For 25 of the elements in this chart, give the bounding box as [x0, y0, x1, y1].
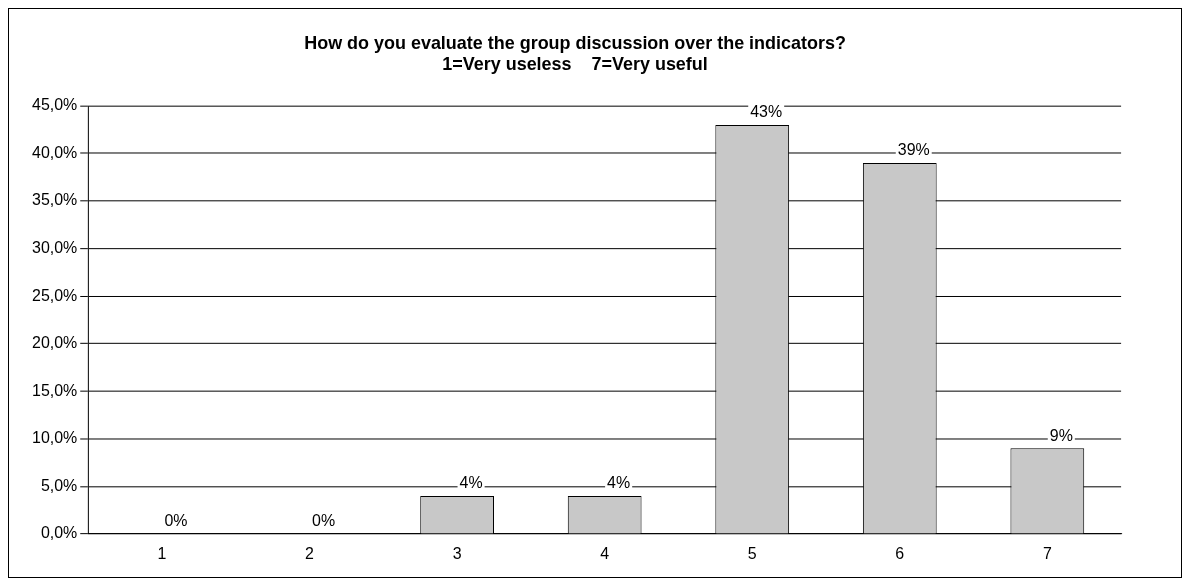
- y-tick-label: 0,0%: [40, 524, 78, 542]
- data-label: 0%: [164, 512, 188, 530]
- data-label: 0%: [312, 512, 336, 530]
- x-tick-label: 7: [1042, 544, 1052, 562]
- chart-title: How do you evaluate the group discussion over the indicators? 1=Very useless 7=Very useful: [304, 32, 846, 75]
- y-tick-label: 10,0%: [32, 429, 78, 447]
- data-label: 4%: [459, 474, 483, 492]
- x-tick-label: 6: [895, 544, 905, 562]
- y-tick-label: 45,0%: [32, 96, 78, 114]
- y-tick-label: 25,0%: [32, 286, 78, 304]
- x-tick-label: 2: [305, 544, 315, 562]
- y-tick-label: 40,0%: [32, 143, 78, 161]
- y-tick-label: 30,0%: [32, 238, 78, 256]
- y-tick-label: 20,0%: [32, 334, 78, 352]
- x-tick-label: 1: [157, 544, 167, 562]
- x-tick-label: 4: [600, 544, 610, 562]
- y-tick-label: 5,0%: [40, 476, 78, 494]
- y-tick-label: 35,0%: [32, 191, 78, 209]
- y-tick-label: 15,0%: [32, 381, 78, 399]
- data-label: 9%: [1049, 426, 1073, 444]
- x-tick-label: 3: [452, 544, 462, 562]
- data-label: 43%: [750, 103, 783, 121]
- data-label: 39%: [897, 141, 930, 159]
- x-tick-label: 5: [747, 544, 757, 562]
- data-label: 4%: [607, 474, 631, 492]
